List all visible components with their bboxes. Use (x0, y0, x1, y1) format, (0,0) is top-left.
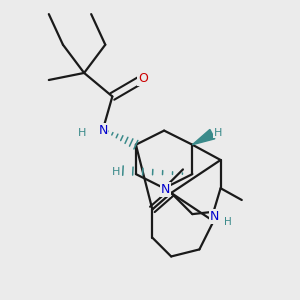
Text: H: H (214, 128, 222, 138)
Text: H: H (112, 167, 120, 177)
Text: N: N (98, 124, 108, 137)
Text: H: H (224, 218, 232, 227)
Text: N: N (210, 210, 219, 223)
Text: N: N (160, 183, 170, 196)
Polygon shape (192, 129, 215, 145)
Text: O: O (138, 72, 148, 85)
Text: H: H (78, 128, 86, 138)
